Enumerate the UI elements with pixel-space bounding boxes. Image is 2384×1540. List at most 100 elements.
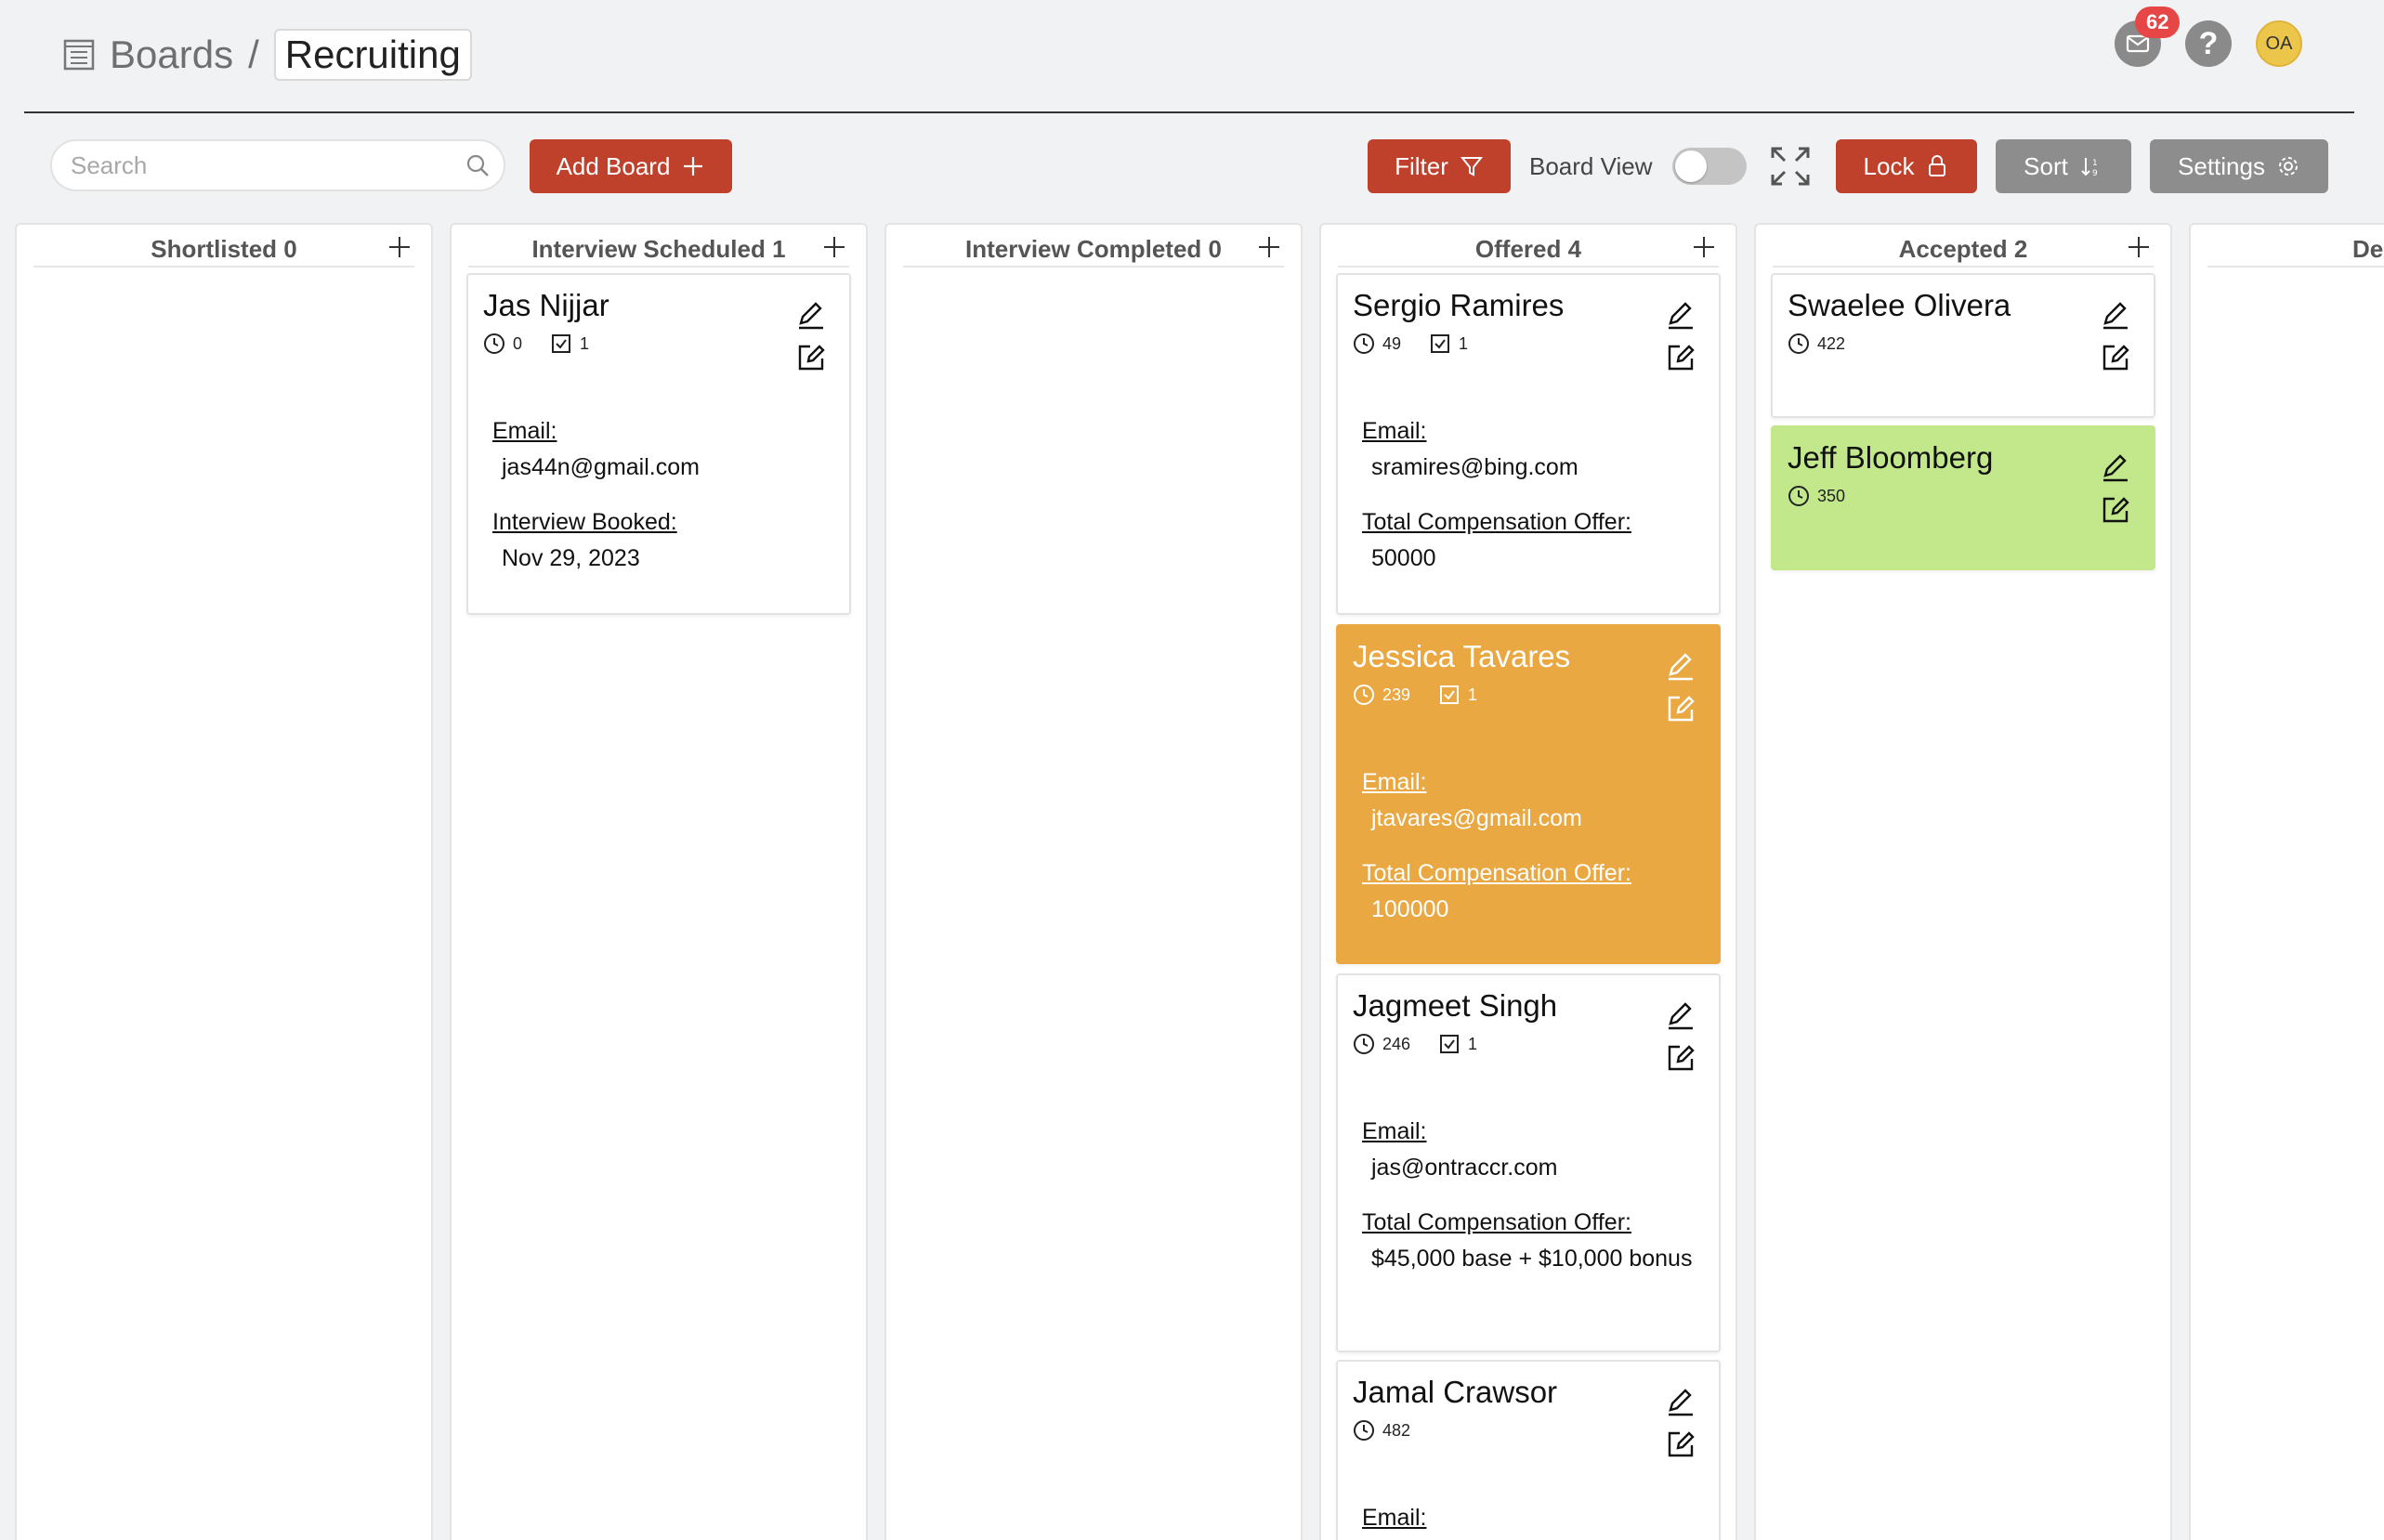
pencil-icon[interactable] — [1665, 650, 1696, 682]
pencil-icon[interactable] — [2100, 451, 2131, 483]
clock-icon — [1354, 685, 1374, 705]
pencil-icon[interactable] — [795, 299, 827, 331]
field-value: 100000 — [1371, 896, 1449, 922]
checklist-count: 1 — [1468, 685, 1478, 704]
card-actions — [2100, 299, 2131, 385]
add-card-icon[interactable] — [2126, 234, 2152, 260]
column-title: Interview Completed 0 — [903, 230, 1284, 268]
card-actions — [1665, 299, 1696, 385]
column-title: Interview Scheduled 1 — [468, 230, 849, 268]
time-count: 422 — [1817, 333, 1846, 353]
add-card-icon[interactable] — [1256, 234, 1282, 260]
add-card-icon[interactable] — [1691, 234, 1717, 260]
time-count: 482 — [1382, 1420, 1411, 1440]
edit-icon[interactable] — [1665, 1429, 1696, 1460]
pencil-icon[interactable] — [1665, 299, 1696, 331]
lock-icon — [1929, 155, 1946, 176]
card-meta: 350 — [1788, 485, 1845, 507]
checkbox-icon — [1440, 685, 1460, 704]
add-card-icon[interactable] — [386, 234, 413, 260]
plus-icon — [684, 157, 703, 176]
edit-icon[interactable] — [1665, 693, 1696, 724]
svg-text:1: 1 — [2092, 159, 2098, 168]
field-value: sramires@bing.com — [1371, 454, 1578, 480]
pencil-icon[interactable] — [1665, 999, 1696, 1031]
card-title: Jas Nijjar — [483, 288, 609, 322]
field-label: Interview Booked: — [492, 509, 677, 535]
sort-label: Sort — [2024, 151, 2068, 180]
clock-icon — [1788, 486, 1809, 506]
edit-icon[interactable] — [2100, 342, 2131, 373]
help-button[interactable]: ? — [2185, 20, 2232, 67]
search-input[interactable] — [50, 139, 505, 191]
card-jeff-bloomberg[interactable]: Jeff Bloomberg 350 — [1771, 425, 2155, 570]
breadcrumb: Boards / Recruiting — [61, 28, 472, 82]
svg-text:9: 9 — [2092, 169, 2098, 178]
add-card-icon[interactable] — [821, 234, 847, 260]
settings-label: Settings — [2178, 151, 2265, 180]
card-actions — [795, 299, 827, 385]
card-title: Jessica Tavares — [1353, 639, 1571, 673]
column-title: Offered 4 — [1338, 230, 1719, 268]
card-jagmeet-singh[interactable]: Jagmeet Singh 246 1 Email: jas@ontraccr.… — [1336, 973, 1721, 1352]
card-actions — [1665, 650, 1696, 736]
column-shortlisted: Shortlisted 0 — [15, 223, 433, 1540]
clock-icon — [1354, 333, 1374, 354]
time-count: 49 — [1382, 333, 1402, 353]
card-jessica-tavares[interactable]: Jessica Tavares 239 1 Email: jtavares@gm… — [1336, 624, 1721, 964]
filter-button[interactable]: Filter — [1368, 139, 1511, 193]
field-label: Email: — [1362, 1118, 1427, 1144]
field-label: Email: — [1362, 769, 1427, 795]
field-value: jas44n@gmail.com — [502, 454, 700, 480]
card-meta: 49 1 — [1353, 333, 1468, 355]
field-label: Email: — [1362, 418, 1427, 444]
pencil-icon[interactable] — [1665, 1386, 1696, 1417]
card-meta: 482 — [1353, 1419, 1410, 1442]
time-count: 350 — [1817, 486, 1846, 505]
breadcrumb-boards-link[interactable]: Boards — [110, 33, 234, 76]
column-title: Accepted 2 — [1773, 230, 2154, 268]
board-title[interactable]: Recruiting — [273, 29, 472, 81]
card-actions — [2100, 451, 2131, 537]
checklist-count: 1 — [1468, 1034, 1478, 1053]
avatar[interactable]: OA — [2256, 20, 2302, 67]
checklist-count: 1 — [1459, 333, 1469, 353]
card-swaelee-olivera[interactable]: Swaelee Olivera 422 — [1771, 273, 2155, 418]
header: Boards / Recruiting 62 ? OA — [0, 0, 2384, 113]
toggle-knob — [1675, 150, 1707, 182]
card-jamal-crawsor[interactable]: Jamal Crawsor 482 Email: — [1336, 1360, 1721, 1540]
field-label: Total Compensation Offer: — [1362, 1209, 1631, 1235]
search-icon[interactable] — [465, 152, 491, 178]
pencil-icon[interactable] — [2100, 299, 2131, 331]
edit-icon[interactable] — [795, 342, 827, 373]
field-value: jtavares@gmail.com — [1371, 805, 1582, 831]
card-actions — [1665, 1386, 1696, 1471]
lock-button[interactable]: Lock — [1836, 139, 1977, 193]
edit-icon[interactable] — [2100, 494, 2131, 526]
card-title: Jamal Crawsor — [1353, 1375, 1558, 1409]
board-view-toggle[interactable] — [1672, 148, 1747, 185]
settings-button[interactable]: Settings — [2150, 139, 2328, 193]
card-title: Jagmeet Singh — [1353, 988, 1558, 1023]
add-board-button[interactable]: Add Board — [530, 139, 732, 193]
column-declined-partial: Dec — [2189, 223, 2384, 1540]
fullscreen-icon[interactable] — [1769, 145, 1812, 188]
header-divider — [24, 111, 2354, 113]
edit-icon[interactable] — [1665, 1042, 1696, 1074]
field-value: $45,000 base + $10,000 bonus — [1371, 1246, 1693, 1272]
card-jas-nijjar[interactable]: Jas Nijjar 0 1 Email: jas44n@gmail.com I… — [466, 273, 851, 615]
checklist-count: 1 — [580, 333, 590, 353]
time-count: 0 — [513, 333, 523, 353]
card-sergio-ramires[interactable]: Sergio Ramires 49 1 Email: sramires@bing… — [1336, 273, 1721, 615]
clock-icon — [1354, 1420, 1374, 1441]
board-view-label: Board View — [1529, 152, 1653, 180]
card-title: Swaelee Olivera — [1788, 288, 2011, 322]
edit-icon[interactable] — [1665, 342, 1696, 373]
notifications-badge: 62 — [2135, 7, 2181, 38]
clock-icon — [1788, 333, 1809, 354]
breadcrumb-separator: / — [248, 33, 259, 76]
field-value: jas@ontraccr.com — [1371, 1155, 1558, 1181]
boards-icon[interactable] — [61, 37, 97, 72]
field-value: Nov 29, 2023 — [502, 545, 640, 571]
